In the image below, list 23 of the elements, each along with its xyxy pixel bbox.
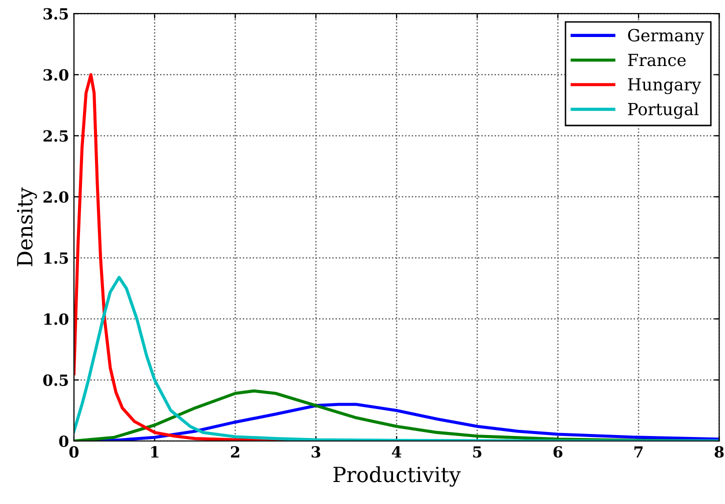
y-axis-title: Density xyxy=(16,187,37,266)
x-tick-label: 4 xyxy=(392,446,402,458)
x-tick-label: 5 xyxy=(473,446,482,458)
y-tick-label: 3.5 xyxy=(44,8,68,20)
y-tick-label: 2.5 xyxy=(44,130,68,142)
legend-label: Portugal xyxy=(628,102,699,119)
x-tick-label: 0 xyxy=(69,446,79,458)
x-tick-label: 3 xyxy=(312,446,320,458)
x-tick-label: 7 xyxy=(634,446,643,458)
x-tick-label: 1 xyxy=(151,446,158,458)
y-tick-label: 1.0 xyxy=(44,313,68,325)
legend-label: France xyxy=(628,54,686,66)
x-tick-label: 8 xyxy=(714,446,724,458)
x-tick-label: 2 xyxy=(230,446,240,458)
y-tick-label: 1.5 xyxy=(44,252,68,264)
y-tick-label: 3.0 xyxy=(44,69,68,81)
legend-label: Hungary xyxy=(628,78,702,94)
legend-label: Germany xyxy=(628,28,704,45)
x-axis-title: Productivity xyxy=(333,466,461,487)
x-tick-label: 6 xyxy=(554,446,562,458)
y-tick-label: 0.5 xyxy=(43,374,68,386)
y-tick-label: 0 xyxy=(59,435,68,448)
y-tick-label: 2.0 xyxy=(44,191,68,203)
